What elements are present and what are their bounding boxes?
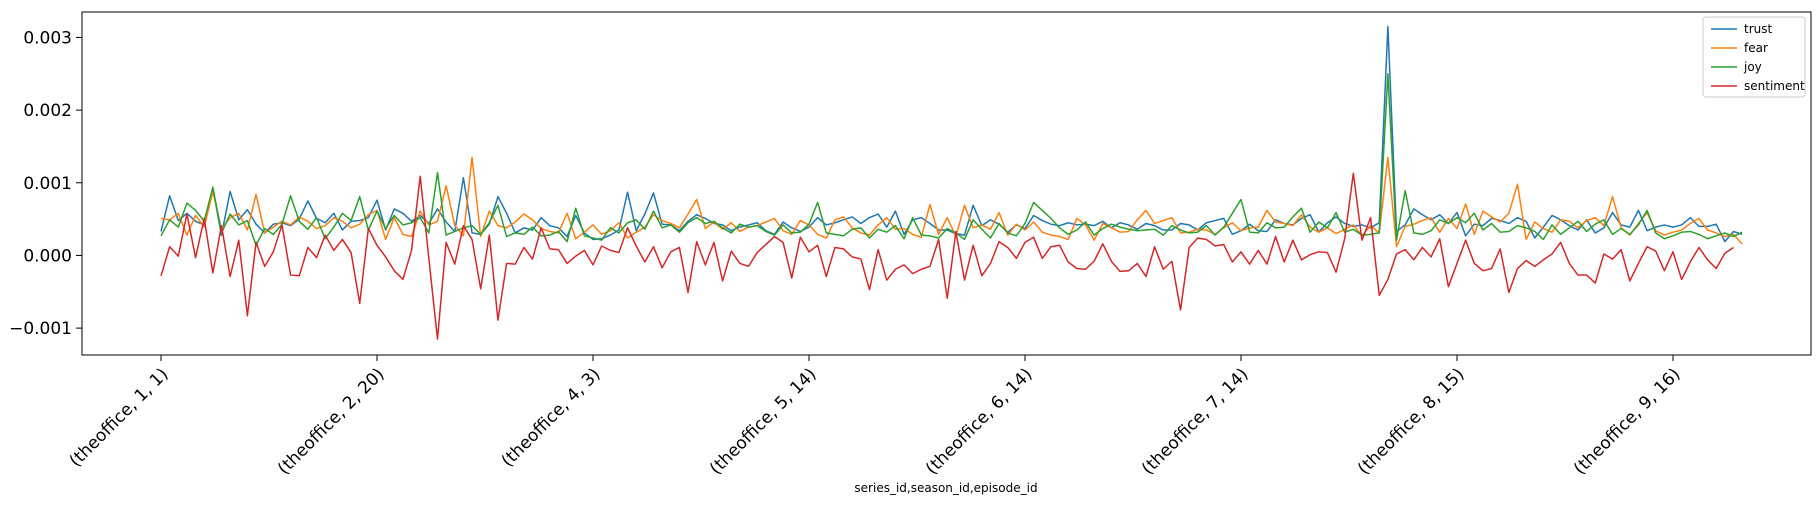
x-tick-label: (theoffice, 2, 20) xyxy=(274,364,388,478)
legend-label-sentiment: sentiment xyxy=(1744,79,1805,93)
x-tick-label: (theoffice, 1, 1) xyxy=(66,364,173,471)
series-line-sentiment xyxy=(160,172,1734,340)
legend: trust fear joy sentiment xyxy=(1702,16,1806,98)
legend-label-fear: fear xyxy=(1744,41,1768,55)
y-tick-label: 0.002 xyxy=(23,101,72,121)
x-axis-label: series_id,season_id,episode_id xyxy=(854,481,1037,495)
plot-frame xyxy=(81,11,1812,356)
x-tick-label: (theoffice, 4, 3) xyxy=(498,364,605,471)
x-tick-label: (theoffice, 6, 14) xyxy=(922,364,1036,478)
y-tick-label: −0.001 xyxy=(9,319,72,339)
series-layer xyxy=(160,25,1743,340)
x-tick-label: (theoffice, 8, 15) xyxy=(1354,364,1468,478)
x-tick-label: (theoffice, 5, 14) xyxy=(706,364,820,478)
y-tick-label: 0.003 xyxy=(23,28,72,48)
x-tick-label: (theoffice, 7, 14) xyxy=(1138,364,1252,478)
y-axis: −0.001 0.000 0.001 0.002 0.003 xyxy=(9,28,82,339)
legend-box xyxy=(1702,16,1806,98)
series-line-joy xyxy=(160,73,1743,247)
plot-area xyxy=(82,12,1811,355)
legend-label-joy: joy xyxy=(1743,60,1762,74)
x-tick-label: (theoffice, 9, 16) xyxy=(1570,364,1684,478)
y-tick-label: 0.001 xyxy=(23,174,72,194)
y-tick-label: 0.000 xyxy=(23,246,72,266)
legend-label-trust: trust xyxy=(1744,22,1772,36)
x-axis: (theoffice, 1, 1) (theoffice, 2, 20) (theo… xyxy=(66,355,1685,479)
